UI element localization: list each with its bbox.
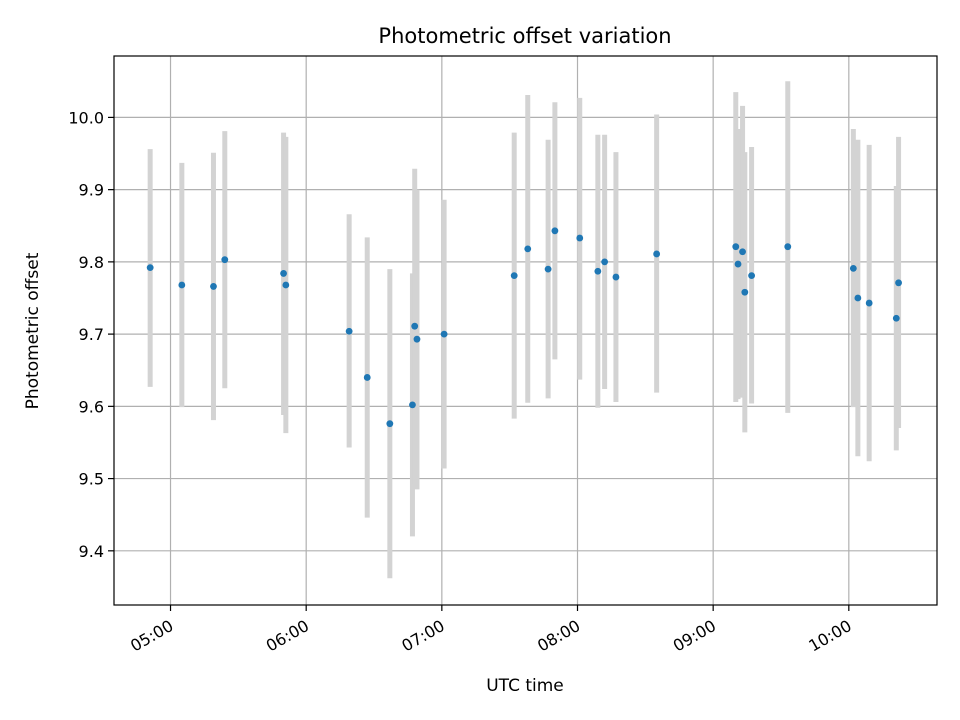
x-axis-label: UTC time (486, 676, 564, 696)
data-point (409, 401, 416, 409)
y-tick-label: 10.0 (68, 108, 104, 127)
data-point (411, 322, 419, 330)
data-point (784, 243, 792, 251)
chart-title: Photometric offset variation (378, 24, 671, 48)
data-point (865, 299, 873, 307)
data-point (413, 335, 421, 343)
data-point (594, 267, 602, 275)
x-axis-ticks: 05:00 06:00 07:00 08:00 09:00 10:00 (127, 605, 855, 656)
y-axis-label: Photometric offset (23, 252, 43, 409)
data-point (280, 270, 287, 277)
data-point (210, 283, 217, 290)
data-point (612, 273, 620, 281)
x-tick-label: 07:00 (398, 616, 447, 656)
data-point (653, 250, 661, 258)
data-points (146, 227, 902, 428)
data-point (345, 327, 353, 335)
data-point (741, 288, 749, 296)
plot-frame (113, 55, 938, 606)
y-tick-label: 9.7 (79, 325, 104, 344)
data-point (895, 279, 902, 287)
y-tick-label: 9.6 (79, 397, 104, 416)
data-point (854, 294, 862, 302)
data-point (739, 248, 746, 256)
data-point (510, 272, 518, 279)
data-point (732, 243, 740, 251)
data-point (849, 264, 857, 272)
data-point (551, 227, 559, 235)
data-point (221, 256, 229, 264)
data-point (386, 420, 394, 428)
x-tick-label: 10:00 (805, 616, 854, 656)
data-point (146, 264, 154, 272)
x-tick-label: 06:00 (263, 616, 312, 656)
data-point (576, 234, 584, 242)
x-tick-label: 09:00 (670, 616, 719, 656)
data-point (440, 330, 448, 338)
x-tick-label: 08:00 (534, 616, 583, 656)
data-point (178, 281, 186, 289)
data-point (892, 314, 900, 322)
y-tick-label: 9.4 (79, 542, 104, 561)
error-bars (147, 81, 902, 579)
y-tick-label: 9.9 (79, 181, 104, 200)
data-point (363, 374, 371, 381)
data-point (282, 281, 290, 289)
data-point (524, 245, 532, 253)
data-point (748, 272, 755, 279)
data-point (544, 265, 552, 273)
data-point (601, 258, 609, 266)
y-tick-label: 9.8 (79, 253, 104, 272)
data-point (734, 260, 742, 268)
x-tick-label: 05:00 (127, 616, 176, 656)
y-axis-ticks: 9.4 9.5 9.6 9.7 9.8 9.9 10.0 (68, 108, 114, 561)
y-tick-label: 9.5 (79, 470, 104, 489)
